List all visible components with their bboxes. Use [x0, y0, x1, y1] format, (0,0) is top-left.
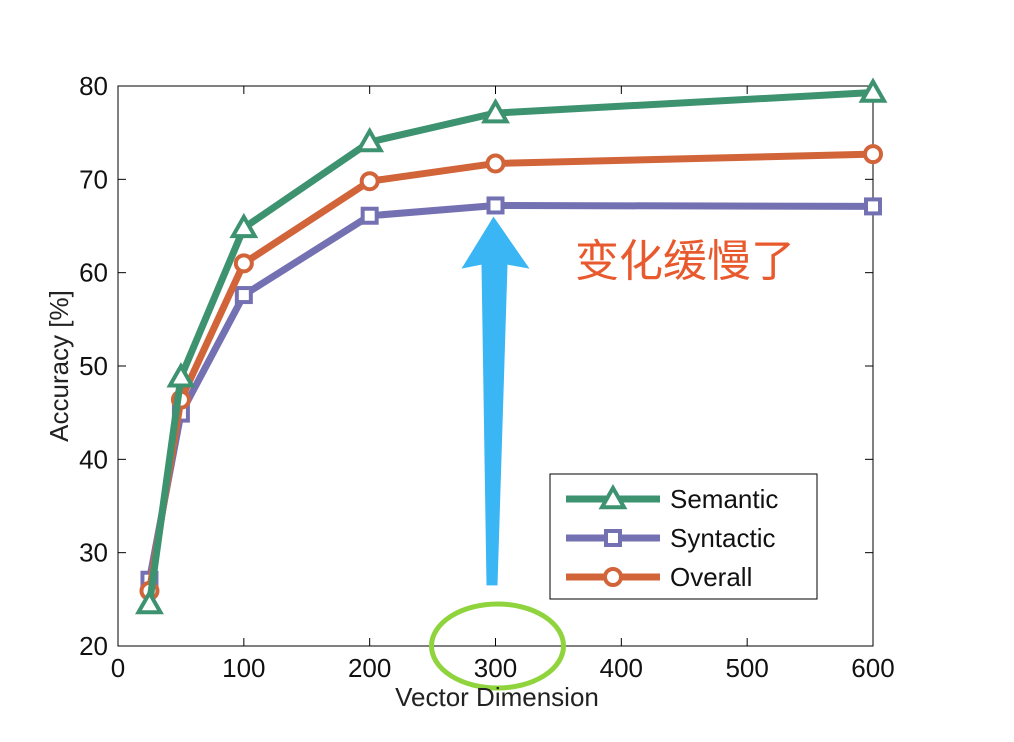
- series-layer: [135, 77, 888, 615]
- series-semantic: [135, 77, 888, 615]
- legend-items: Semantic Syntactic Overall: [566, 483, 778, 592]
- legend-marker: [598, 483, 628, 510]
- data-point-overall: [485, 153, 506, 174]
- x-tick-label: 600: [851, 653, 894, 683]
- y-tick-label: 60: [79, 258, 108, 288]
- y-tick-label: 40: [79, 444, 108, 474]
- data-point-semantic: [135, 588, 164, 615]
- legend: Semantic Syntactic Overall: [549, 473, 818, 600]
- data-point-overall: [233, 253, 254, 274]
- x-tick-label: 200: [348, 653, 391, 683]
- legend-item-syntactic: Syntactic: [566, 523, 776, 553]
- data-point-syntactic: [486, 196, 505, 215]
- y-tick-label: 70: [79, 164, 108, 194]
- x-tick-label: 0: [111, 653, 125, 683]
- annotations: 变化缓慢了: [429, 216, 795, 691]
- data-point-semantic: [229, 212, 259, 239]
- data-point-semantic: [166, 362, 196, 388]
- data-point-overall: [359, 171, 380, 192]
- legend-label: Semantic: [670, 484, 778, 514]
- y-tick-label: 80: [79, 71, 108, 101]
- annotation-arrow: [461, 216, 530, 586]
- legend-marker: [603, 567, 623, 587]
- legend-item-semantic: Semantic: [566, 483, 778, 514]
- data-point-syntactic: [864, 197, 882, 216]
- data-point-semantic: [355, 126, 385, 153]
- data-point-syntactic: [234, 286, 253, 305]
- annotation-ellipse: [429, 601, 566, 691]
- y-tick-label: 50: [79, 351, 108, 381]
- data-point-syntactic: [360, 206, 379, 225]
- legend-label: Overall: [670, 562, 752, 592]
- legend-marker: [604, 529, 622, 547]
- x-tick-label: 500: [725, 653, 768, 683]
- legend-label: Syntactic: [670, 523, 776, 553]
- y-axis-title: Accuracy [%]: [44, 290, 74, 442]
- axis-ticks: 0 100 200 300 400 500 600 20 30 40 50 60 70 80: [79, 71, 895, 683]
- data-point-overall: [863, 144, 883, 165]
- data-point-semantic: [481, 98, 510, 124]
- x-tick-label: 100: [222, 653, 265, 683]
- y-tick-label: 30: [79, 538, 108, 568]
- legend-item-overall: Overall: [566, 562, 752, 592]
- series-line-semantic: [145, 89, 874, 605]
- x-axis-title: Vector Dimension: [395, 682, 599, 712]
- x-tick-label: 300: [474, 653, 517, 683]
- data-point-semantic: [858, 77, 888, 103]
- x-tick-label: 400: [600, 653, 643, 683]
- annotation-text: 变化缓慢了: [575, 236, 795, 287]
- y-tick-label: 20: [79, 631, 108, 661]
